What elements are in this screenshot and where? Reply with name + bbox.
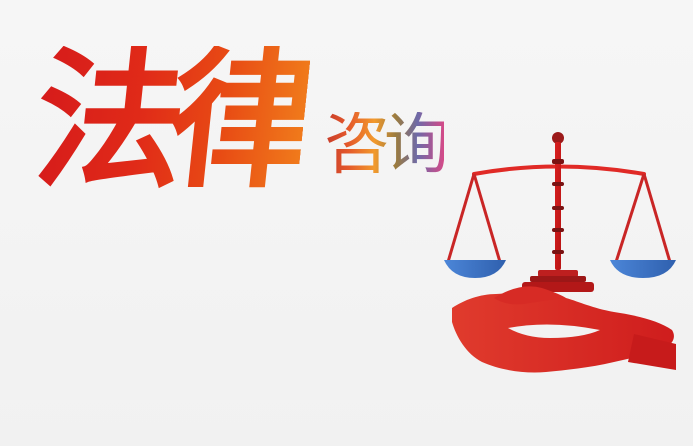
scale-of-justice-illustration bbox=[444, 132, 676, 373]
logo-title: 法律 bbox=[26, 33, 314, 209]
logo-subtitle: 咨询 bbox=[324, 106, 450, 183]
scale-of-justice-icon bbox=[444, 132, 676, 292]
open-hand-icon bbox=[452, 286, 676, 373]
